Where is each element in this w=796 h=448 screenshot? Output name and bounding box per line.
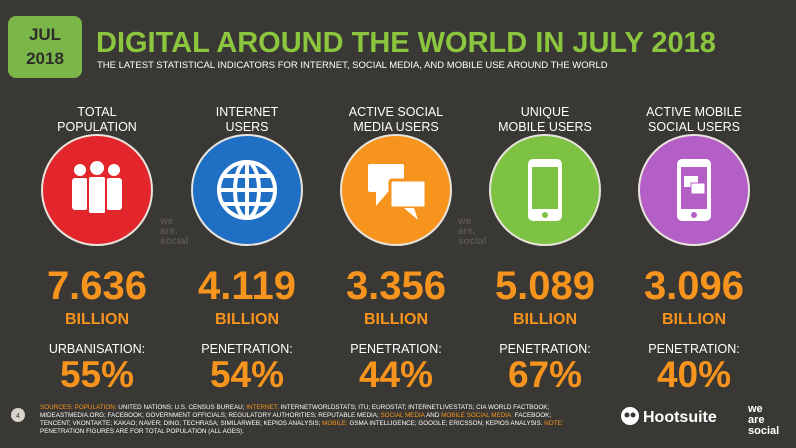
sources: SOURCES: POPULATION: UNITED NATIONS; U.S… (40, 404, 580, 436)
column-label: SOCIAL USERS (648, 120, 740, 134)
value: 4.119 (198, 264, 296, 308)
owl-logo (621, 407, 639, 425)
source-text: SOCIAL MEDIA (380, 412, 425, 419)
icons (72, 159, 711, 221)
value: 5.089 (495, 264, 595, 308)
value: 3.356 (346, 264, 446, 308)
unit: BILLION (364, 311, 428, 328)
unit: BILLION (215, 311, 279, 328)
column-label: INTERNET (216, 105, 279, 119)
partner-line: social (748, 425, 779, 437)
metric-value: 54% (210, 354, 284, 395)
badge-year: 2018 (26, 49, 64, 68)
metric-value: 44% (359, 354, 433, 395)
column-label: TOTAL (77, 105, 116, 119)
subtitle: THE LATEST STATISTICAL INDICATORS FOR IN… (97, 60, 608, 71)
icon-globe (217, 160, 277, 220)
metric-label: PENETRATION: (350, 342, 441, 356)
source-text: MOBILE: (322, 420, 348, 427)
unit: BILLION (65, 311, 129, 328)
icon-phone (528, 159, 562, 221)
unit: BILLION (662, 311, 726, 328)
partner-line: we (747, 403, 763, 415)
source-text: MOBILE SOCIAL MEDIA: (441, 412, 513, 419)
metric-value: 55% (60, 354, 134, 395)
watermark: we (159, 216, 174, 227)
metric-label: PENETRATION: (648, 342, 739, 356)
watermark: we (457, 216, 472, 227)
column-label: POPULATION (57, 120, 137, 134)
source-text: SOURCES: POPULATION: (40, 404, 117, 411)
column-label: UNIQUE (521, 105, 570, 119)
metric-label: PENETRATION: (201, 342, 292, 356)
brand: Hootsuite (643, 409, 717, 426)
page-number: 4 (16, 413, 20, 420)
badge-month: JUL (29, 25, 61, 44)
source-text: INTERNETWORLDSTATS; ITU; EUROSTAT; INTER… (40, 404, 550, 419)
value: 7.636 (47, 264, 147, 308)
metric-label: URBANISATION: (49, 342, 145, 356)
value: 3.096 (644, 264, 744, 308)
column-label: MEDIA USERS (353, 120, 438, 134)
icon-mobile-social (677, 159, 711, 221)
source-text: AND (424, 412, 442, 419)
source-text: GSMA INTELLIGENCE; GOOGLE; ERICSSON; KEP… (347, 420, 545, 427)
watermark: social (160, 236, 189, 247)
metric-value: 67% (508, 354, 582, 395)
column-label: USERS (225, 120, 268, 134)
icon-chat (368, 164, 428, 220)
column-label: ACTIVE MOBILE (646, 105, 742, 119)
source-text: INTERNET: (246, 404, 279, 411)
watermark: are. (160, 226, 178, 237)
title: DIGITAL AROUND THE WORLD IN JULY 2018 (96, 27, 716, 59)
watermark: are. (458, 226, 476, 237)
source-text: UNITED NATIONS; U.S. CENSUS BUREAU; (116, 404, 247, 411)
watermark: social (458, 236, 487, 247)
metric-label: PENETRATION: (499, 342, 590, 356)
source-text: NOTE: (544, 420, 564, 427)
unit: BILLION (513, 311, 577, 328)
partner-line: are (748, 414, 765, 426)
source-text: PENETRATION FIGURES ARE FOR TOTAL POPULA… (40, 428, 244, 435)
metric-value: 40% (657, 354, 731, 395)
page-badge (11, 408, 25, 422)
column-label: ACTIVE SOCIAL (349, 105, 444, 119)
date-badge (8, 16, 82, 78)
source-text: FACEBOOK; TENCENT; VKONTAKTE; KAKAO; NAV… (40, 412, 552, 427)
icon-people (72, 161, 122, 213)
column-label: MOBILE USERS (498, 120, 592, 134)
